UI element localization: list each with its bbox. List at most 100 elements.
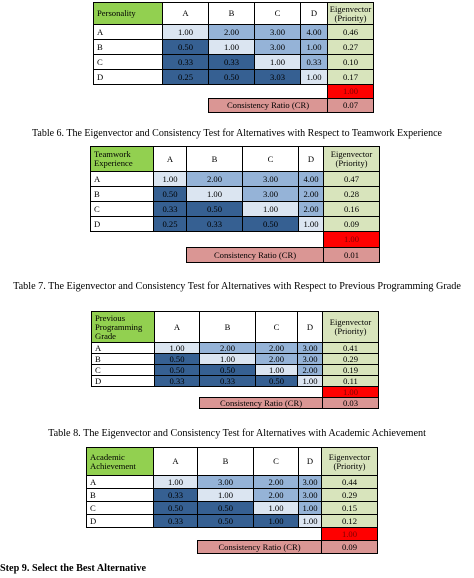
matrix-cell: 3.00 [297,342,323,354]
column-header: A [154,311,200,343]
matrix-cell: 2.00 [186,171,243,187]
eigenvector-cell: 0.19 [322,364,379,376]
column-header: D [297,311,323,343]
matrix-cell: 3.00 [242,186,299,202]
row-label: A [93,24,163,40]
matrix-cell: 0.33 [186,216,243,232]
matrix-cell: 2.00 [298,201,324,217]
eigenvector-cell: 0.15 [321,501,378,515]
eigenvector-cell: 0.41 [322,342,379,354]
matrix-cell: 0.33 [153,514,198,528]
row-label: A [86,475,154,489]
row-label: B [91,353,155,365]
eigenvector-header: Eigenvector (Priority) [322,311,379,343]
column-header: C [255,311,298,343]
criterion-header: Personality [93,2,163,25]
column-header: B [199,311,256,343]
matrix-cell: 1.00 [208,39,255,55]
eigenvector-cell: 0.09 [323,216,380,232]
row-label: D [93,69,163,85]
matrix-cell: 0.50 [154,364,200,376]
consistency-ratio-value: 0.07 [327,98,374,113]
matrix-cell: 0.50 [162,39,209,55]
matrix-cell: 1.00 [300,39,328,55]
matrix-cell: 2.00 [255,353,298,365]
matrix-cell: 0.50 [153,186,187,202]
matrix-cell: 1.00 [297,375,323,387]
matrix-cell: 0.50 [208,69,255,85]
matrix-cell: 1.00 [153,475,198,489]
matrix-cell: 3.03 [254,69,301,85]
matrix-cell: 1.00 [255,364,298,376]
consistency-ratio-label: Consistency Ratio (CR) [208,98,328,113]
matrix-cell: 0.33 [300,54,328,70]
consistency-ratio-label: Consistency Ratio (CR) [186,247,324,263]
matrix-cell: 0.50 [154,353,200,365]
teamwork-experience-table: Teamwork Experience A B C D Eigenvector … [90,146,380,263]
matrix-cell: 2.00 [255,342,298,354]
eigenvector-header: Eigenvector (Priority) [327,2,374,25]
column-header: D [300,2,328,25]
eigenvector-sum: 1.00 [327,84,374,99]
personality-table: Personality A B C D Eigenvector (Priorit… [93,2,374,113]
column-header: B [197,447,254,476]
matrix-cell: 1.00 [300,69,328,85]
matrix-cell: 3.00 [254,24,301,40]
matrix-cell: 1.00 [253,501,299,515]
eigenvector-cell: 0.16 [323,201,380,217]
matrix-cell: 3.00 [197,475,254,489]
matrix-cell: 3.00 [298,488,322,502]
column-header: C [254,2,301,25]
matrix-cell: 0.50 [255,375,298,387]
matrix-cell: 0.50 [199,364,256,376]
step-heading: Step 9. Select the Best Alternative [0,563,146,574]
column-header: B [208,2,255,25]
matrix-cell: 3.00 [298,475,322,489]
matrix-cell: 3.00 [297,353,323,365]
criterion-header: Previous Programming Grade [91,311,155,343]
row-label: A [91,342,155,354]
matrix-cell: 2.00 [199,342,256,354]
matrix-cell: 0.25 [162,69,209,85]
eigenvector-cell: 0.47 [323,171,380,187]
eigenvector-cell: 0.29 [321,488,378,502]
matrix-cell: 1.00 [298,514,322,528]
column-header: B [186,146,243,172]
eigenvector-cell: 0.27 [327,39,374,55]
row-label: B [86,488,154,502]
matrix-cell: 0.50 [197,514,254,528]
eigenvector-cell: 0.46 [327,24,374,40]
matrix-cell: 0.50 [186,201,243,217]
row-label: C [90,201,154,217]
eigenvector-cell: 0.29 [322,353,379,365]
column-header: D [298,447,322,476]
matrix-cell: 0.33 [199,375,256,387]
matrix-cell: 0.33 [208,54,255,70]
row-label: D [86,514,154,528]
eigenvector-header: Eigenvector (Priority) [323,146,380,172]
matrix-cell: 1.00 [197,488,254,502]
matrix-cell: 2.00 [253,475,299,489]
matrix-cell: 2.00 [298,186,324,202]
matrix-cell: 3.00 [254,39,301,55]
consistency-ratio-label: Consistency Ratio (CR) [197,540,322,554]
matrix-cell: 1.00 [298,216,324,232]
consistency-ratio-value: 0.03 [322,397,379,409]
consistency-ratio-value: 0.01 [323,247,380,263]
previous-programming-grade-table: Previous Programming Grade A B C D Eigen… [91,311,379,409]
eigenvector-header: Eigenvector (Priority) [321,447,378,476]
matrix-cell: 0.33 [162,54,209,70]
matrix-cell: 1.00 [153,171,187,187]
matrix-cell: 2.00 [208,24,255,40]
criterion-header: Academic Achievement [86,447,154,476]
row-label: D [91,375,155,387]
matrix-cell: 0.50 [242,216,299,232]
matrix-cell: 0.50 [197,501,254,515]
matrix-cell: 0.33 [153,488,198,502]
matrix-cell: 1.00 [298,501,322,515]
matrix-cell: 0.25 [153,216,187,232]
column-header: D [298,146,324,172]
table-6-caption: Table 6. The Eigenvector and Consistency… [31,128,442,139]
column-header: C [253,447,299,476]
table-7-caption: Table 7. The Eigenvector and Consistency… [13,281,461,292]
